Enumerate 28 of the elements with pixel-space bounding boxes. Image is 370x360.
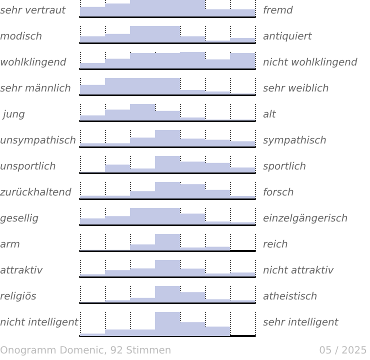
text: Onogramm Domenic, 92 Stimmen	[0, 346, 172, 356]
y2-axis-title: sehr intelligent	[263, 318, 340, 328]
y2-axis-title: nicht attraktiv	[263, 266, 335, 276]
y2-axis-title: forsch	[263, 188, 294, 198]
y-axis-title: zurückhaltend	[0, 188, 72, 198]
y-axis-title: nicht intelligent	[0, 318, 80, 328]
y2-axis-title: atheistisch	[263, 292, 318, 302]
y-axis-title: sehr männlich	[0, 84, 71, 94]
y-axis-title: arm	[0, 240, 20, 250]
y-axis-title: attraktiv	[0, 266, 44, 276]
y2-axis-title: sportlich	[263, 162, 306, 172]
y2-axis-title: alt	[263, 110, 277, 120]
y-axis-title: unsympathisch	[0, 136, 76, 146]
y-axis-title: sehr vertraut	[0, 6, 67, 16]
y2-axis-title: sehr weiblich	[263, 84, 329, 94]
y-axis-title: gesellig	[0, 214, 39, 224]
text: 05 / 2025	[319, 346, 368, 356]
y2-axis-title: einzelgängerisch	[263, 214, 348, 224]
y2-axis-title: nicht wohlklingend	[263, 58, 358, 68]
y2-axis-title: antiquiert	[263, 32, 313, 42]
y-axis-title: modisch	[0, 32, 42, 42]
y-axis-title: unsportlich	[0, 162, 56, 172]
y2-axis-title: fremd	[263, 6, 294, 16]
y-axis-title: religiös	[0, 292, 36, 302]
y2-axis-title: reich	[263, 240, 288, 250]
y-axis-title: jung	[0, 110, 25, 120]
y-axis-title: wohlklingend	[0, 58, 67, 68]
y2-axis-title: sympathisch	[263, 136, 326, 146]
